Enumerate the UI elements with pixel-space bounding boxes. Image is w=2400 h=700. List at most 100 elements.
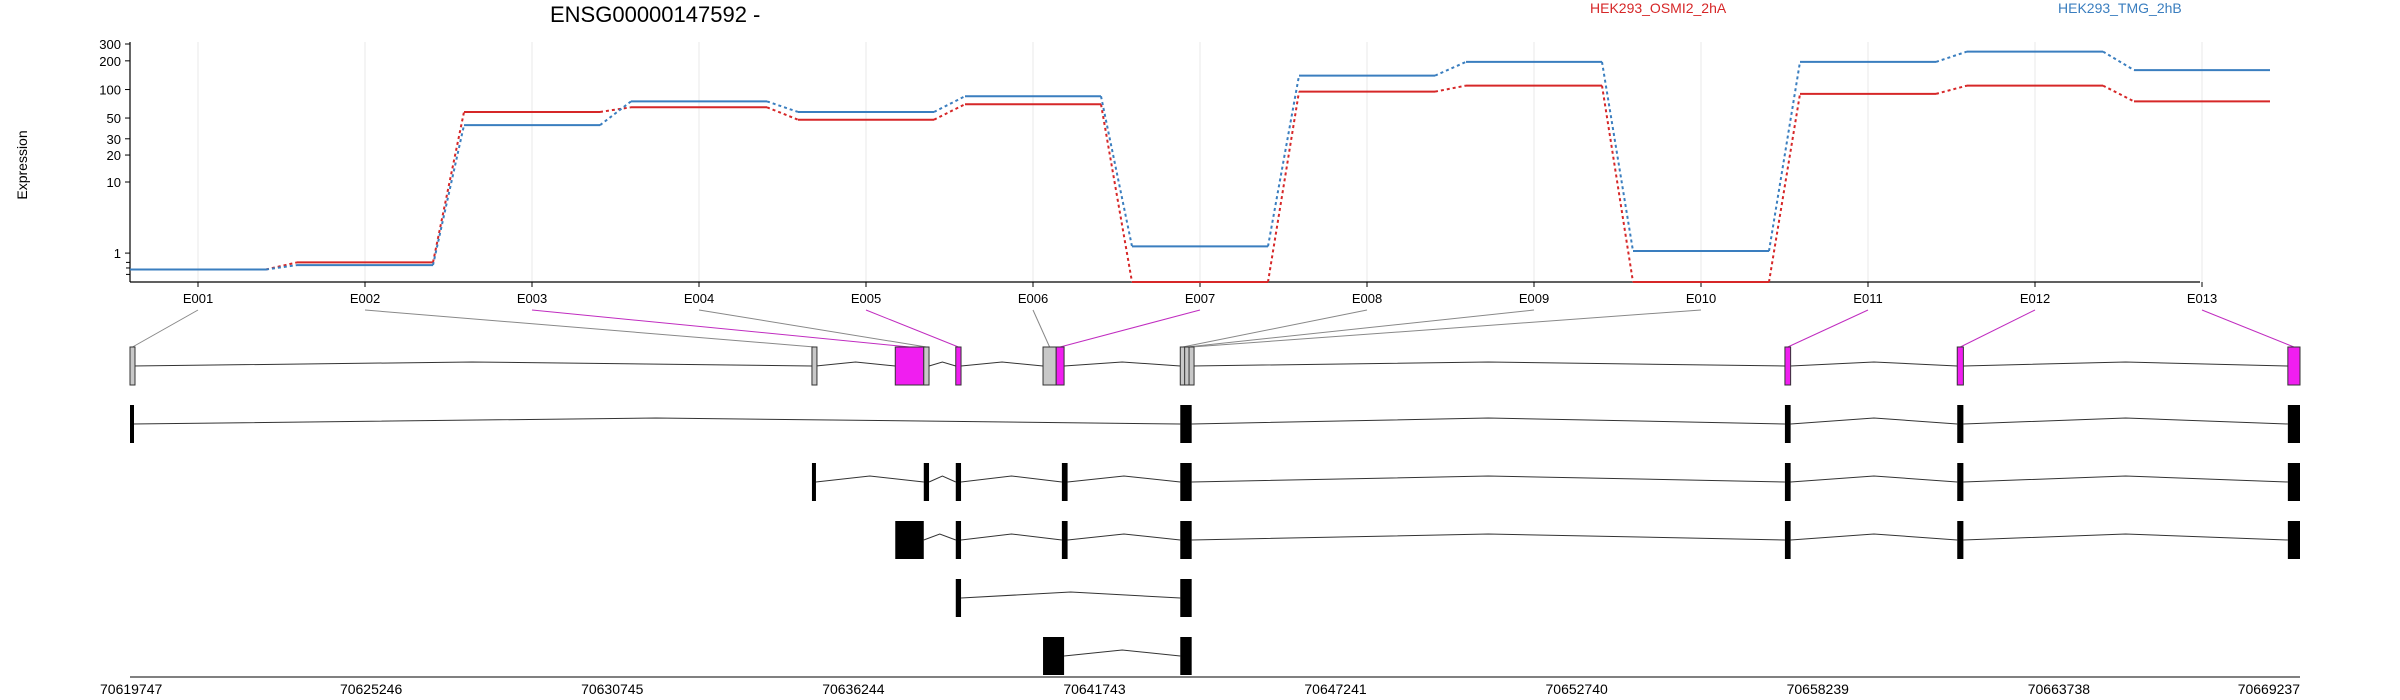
exon-connectors — [132, 309, 2295, 348]
connector-e012 — [1960, 309, 2036, 348]
transcript-exon — [955, 579, 962, 617]
series-connector — [1601, 61, 1634, 252]
series-connector — [1935, 84, 1968, 95]
series-connector — [265, 261, 298, 271]
intron-line — [1790, 417, 1958, 425]
coordinate-label: 70663738 — [2028, 681, 2091, 697]
x-tick-label-e013: E013 — [2187, 291, 2217, 306]
series-connector — [1100, 104, 1133, 283]
x-tick-label-e012: E012 — [2020, 291, 2050, 306]
intron-line — [1064, 649, 1181, 657]
transcript-exon — [895, 521, 924, 559]
y-tick-label: 100 — [99, 83, 121, 98]
intron-line — [960, 475, 1062, 483]
connector-e005 — [865, 309, 959, 348]
intron-line — [1191, 361, 1785, 367]
exon-bin-e010 — [1188, 346, 1195, 386]
coordinate-label: 70619747 — [100, 681, 163, 697]
transcripts — [130, 405, 2300, 675]
series-connector — [1267, 91, 1300, 283]
exon-bin-e003 — [894, 346, 925, 386]
transcript-2 — [811, 463, 2300, 501]
coordinate-label: 70647241 — [1304, 681, 1367, 697]
coordinate-label: 70636244 — [822, 681, 885, 697]
series-connector — [432, 111, 465, 263]
series-connector — [1601, 85, 1634, 283]
legend-entry-tmg: HEK293_TMG_2hB — [2058, 0, 2182, 16]
transcript-exon — [1784, 405, 1791, 443]
exon-bin-e001 — [129, 346, 136, 386]
connector-e001 — [132, 309, 199, 348]
connector-e003 — [531, 309, 910, 348]
transcript-exon — [1061, 463, 1068, 501]
chart-title: ENSG00000147592 - — [550, 2, 760, 27]
connector-e002 — [364, 309, 815, 348]
transcript-exon — [1043, 637, 1065, 675]
intron-line — [960, 361, 1044, 367]
transcript-5 — [1043, 637, 1192, 675]
series-lines — [130, 50, 2270, 283]
intron-line — [923, 533, 956, 541]
transcript-exon — [2287, 405, 2300, 443]
y-tick-label: 50 — [107, 111, 121, 126]
exon-bin-e012 — [1956, 346, 1964, 386]
series-connector — [766, 106, 799, 121]
connector-e004 — [698, 309, 927, 348]
transcript-exon — [1061, 521, 1068, 559]
intron-line — [1191, 533, 1785, 541]
exon-bin-e013 — [2287, 346, 2301, 386]
x-tick-label-e003: E003 — [517, 291, 547, 306]
connector-e009 — [1187, 309, 1535, 348]
genomic-coordinates: 70619747 70625246 70630745 70636244 70641743… — [100, 676, 2300, 697]
intron-line — [1191, 417, 1785, 425]
y-tick-label: 300 — [99, 37, 121, 52]
y-tick-label: 200 — [99, 54, 121, 69]
intron-line — [1067, 533, 1181, 541]
connector-e008 — [1182, 309, 1368, 348]
series-connector — [766, 100, 799, 113]
intron-line — [131, 417, 1181, 425]
intron-line — [1963, 533, 2288, 541]
legend-entry-osmi2: HEK293_OSMI2_2hA — [1590, 0, 1727, 16]
x-tick-label-e005: E005 — [851, 291, 881, 306]
x-tick-label-e001: E001 — [183, 291, 213, 306]
transcript-exon — [1957, 405, 1964, 443]
connector-e006 — [1032, 309, 1051, 348]
exon-bin-e007 — [1055, 346, 1065, 386]
coordinate-label: 70625246 — [340, 681, 403, 697]
coordinate-label: 70658239 — [1787, 681, 1850, 697]
transcript-exon — [1957, 521, 1964, 559]
series-connector — [1100, 96, 1133, 247]
intron-line — [131, 361, 812, 367]
series-connector — [1935, 50, 1968, 63]
series-connector — [2102, 84, 2135, 103]
transcript-exon — [2287, 463, 2300, 501]
series-osmi2 — [130, 84, 2270, 283]
transcript-exon — [2287, 521, 2300, 559]
intron-line — [960, 533, 1062, 541]
y-tick-label: 30 — [107, 132, 121, 147]
transcript-1 — [130, 405, 2300, 443]
transcript-3 — [895, 521, 2300, 559]
intron-line — [1790, 533, 1958, 541]
series-connector — [2102, 50, 2135, 71]
x-tick-label-e008: E008 — [1352, 291, 1382, 306]
intron-line — [815, 475, 924, 483]
intron-line — [1963, 417, 2288, 425]
y-tick-label: 1 — [114, 246, 121, 261]
y-tick-label: 20 — [107, 148, 121, 163]
transcript-exon — [1180, 521, 1192, 559]
transcript-exon — [1180, 637, 1192, 675]
transcript-exon — [1180, 463, 1192, 501]
series-connector — [599, 106, 632, 113]
coordinate-label: 70630745 — [581, 681, 644, 697]
y-tick-label: 10 — [107, 175, 121, 190]
figure-frame: ENSG00000147592 - HEK293_OSMI2_2hA HEK29… — [14, 0, 2182, 200]
x-tick-label-e010: E010 — [1686, 291, 1716, 306]
intron-line — [1790, 475, 1958, 483]
intron-line — [815, 361, 896, 367]
transcript-4 — [955, 579, 1192, 617]
transcript-exon — [811, 463, 816, 501]
x-tick-label-e006: E006 — [1018, 291, 1048, 306]
